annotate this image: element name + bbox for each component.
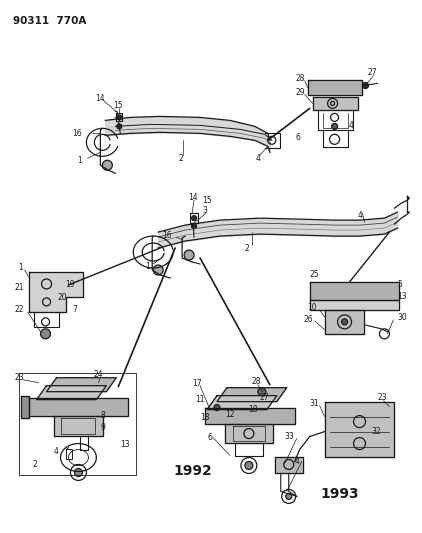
Text: 21: 21 (15, 284, 24, 293)
Text: 3: 3 (114, 111, 118, 120)
Polygon shape (207, 395, 277, 410)
Text: 26: 26 (304, 316, 313, 325)
Text: 25: 25 (310, 270, 319, 279)
Text: 13: 13 (120, 440, 130, 449)
Circle shape (184, 250, 194, 260)
Text: 31: 31 (310, 399, 319, 408)
Polygon shape (313, 98, 357, 110)
Circle shape (258, 387, 266, 395)
Polygon shape (308, 80, 362, 95)
Text: 14: 14 (188, 193, 197, 201)
Polygon shape (325, 402, 395, 456)
Polygon shape (46, 378, 116, 392)
Circle shape (117, 124, 122, 129)
Polygon shape (29, 398, 128, 416)
Text: 90311  770A: 90311 770A (14, 16, 87, 26)
Text: 2: 2 (178, 154, 183, 163)
Text: 15: 15 (114, 101, 123, 110)
Text: 23: 23 (15, 373, 24, 382)
Text: 6: 6 (207, 433, 212, 442)
Text: 16: 16 (73, 129, 82, 138)
Polygon shape (29, 272, 84, 312)
Circle shape (74, 469, 82, 477)
Text: 7: 7 (73, 305, 77, 314)
Text: 11: 11 (195, 395, 205, 404)
Circle shape (41, 329, 51, 339)
Polygon shape (217, 387, 287, 402)
Text: 18: 18 (248, 405, 257, 414)
Text: 8: 8 (100, 411, 105, 420)
Circle shape (245, 462, 253, 470)
Text: 2: 2 (245, 244, 250, 253)
Text: 30: 30 (398, 313, 407, 322)
Text: 1: 1 (78, 156, 82, 165)
Text: 32: 32 (371, 427, 381, 436)
Text: 28: 28 (296, 74, 305, 83)
Circle shape (362, 83, 368, 88)
Text: 33: 33 (285, 432, 295, 441)
Text: 6: 6 (296, 133, 300, 142)
Text: 27: 27 (368, 68, 377, 77)
Text: 2: 2 (32, 460, 37, 469)
Text: 1: 1 (19, 263, 23, 272)
Text: 19: 19 (65, 280, 75, 289)
Polygon shape (54, 416, 103, 435)
Text: 4: 4 (357, 211, 362, 220)
Text: 22: 22 (15, 305, 24, 314)
Text: 15: 15 (202, 196, 212, 205)
Text: 27: 27 (260, 393, 270, 402)
Circle shape (341, 319, 348, 325)
Text: 1: 1 (145, 262, 150, 271)
Polygon shape (310, 282, 399, 300)
Circle shape (192, 224, 197, 229)
Polygon shape (325, 310, 365, 334)
Text: 4: 4 (54, 447, 58, 456)
Text: 10: 10 (308, 303, 317, 312)
Text: 13: 13 (398, 293, 407, 302)
Circle shape (103, 160, 112, 170)
Polygon shape (21, 395, 29, 417)
Polygon shape (275, 456, 303, 473)
Circle shape (214, 405, 220, 410)
Polygon shape (205, 408, 295, 424)
Text: 4: 4 (295, 457, 300, 466)
Text: 12: 12 (225, 410, 235, 419)
Text: 3: 3 (202, 206, 207, 215)
Text: 9: 9 (100, 423, 105, 432)
Text: 18: 18 (200, 413, 210, 422)
Text: 17: 17 (192, 379, 202, 388)
Circle shape (286, 494, 292, 499)
Text: 20: 20 (57, 294, 67, 302)
Text: 4: 4 (349, 121, 353, 130)
Circle shape (153, 265, 163, 275)
Text: 23: 23 (377, 393, 387, 402)
Circle shape (117, 115, 122, 120)
Polygon shape (225, 424, 273, 442)
Text: 28: 28 (252, 377, 261, 386)
Text: 24: 24 (93, 370, 103, 379)
Text: 29: 29 (296, 88, 306, 97)
Polygon shape (37, 386, 106, 400)
Text: 16: 16 (162, 231, 172, 239)
Circle shape (192, 216, 197, 221)
Text: 1993: 1993 (320, 487, 359, 501)
Circle shape (332, 123, 338, 130)
Text: 5: 5 (398, 280, 402, 289)
Text: 4: 4 (256, 154, 261, 163)
Polygon shape (310, 300, 399, 310)
Text: 14: 14 (95, 94, 105, 103)
Text: 1992: 1992 (173, 464, 212, 478)
